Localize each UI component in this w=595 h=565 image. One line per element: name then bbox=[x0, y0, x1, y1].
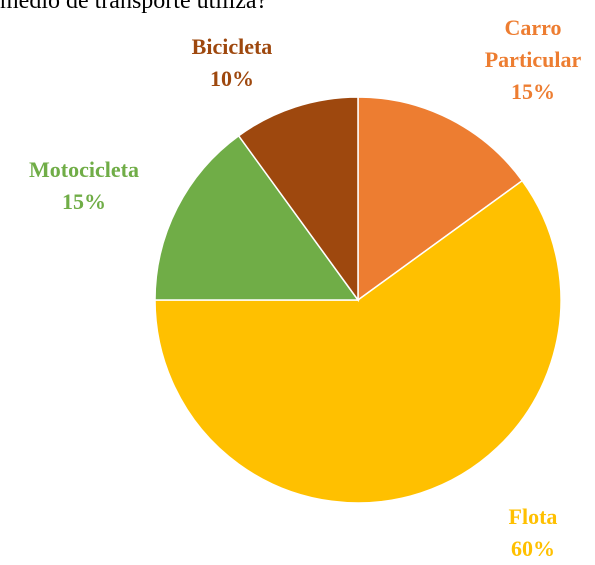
slice-label: Flota 60% bbox=[473, 501, 593, 565]
value-label: 15% bbox=[62, 189, 106, 214]
slice-label: Carro Particular 15% bbox=[468, 12, 595, 108]
pie-slice bbox=[237, 96, 359, 303]
category-label: Carro Particular bbox=[484, 15, 582, 72]
pie-slice bbox=[154, 134, 360, 301]
pie-slice bbox=[357, 96, 524, 302]
slice-label: Bicicleta 10% bbox=[172, 31, 292, 95]
pie-slice bbox=[154, 179, 562, 504]
category-label: Bicicleta bbox=[191, 34, 273, 59]
category-label: Motocicleta bbox=[29, 157, 139, 182]
slice-label: Motocicleta 15% bbox=[4, 154, 164, 218]
value-label: 10% bbox=[210, 66, 254, 91]
category-label: Flota bbox=[508, 504, 558, 529]
value-label: 60% bbox=[511, 536, 555, 561]
chart-title: medio de transporte utiliza? bbox=[0, 0, 268, 14]
value-label: 15% bbox=[511, 79, 555, 104]
